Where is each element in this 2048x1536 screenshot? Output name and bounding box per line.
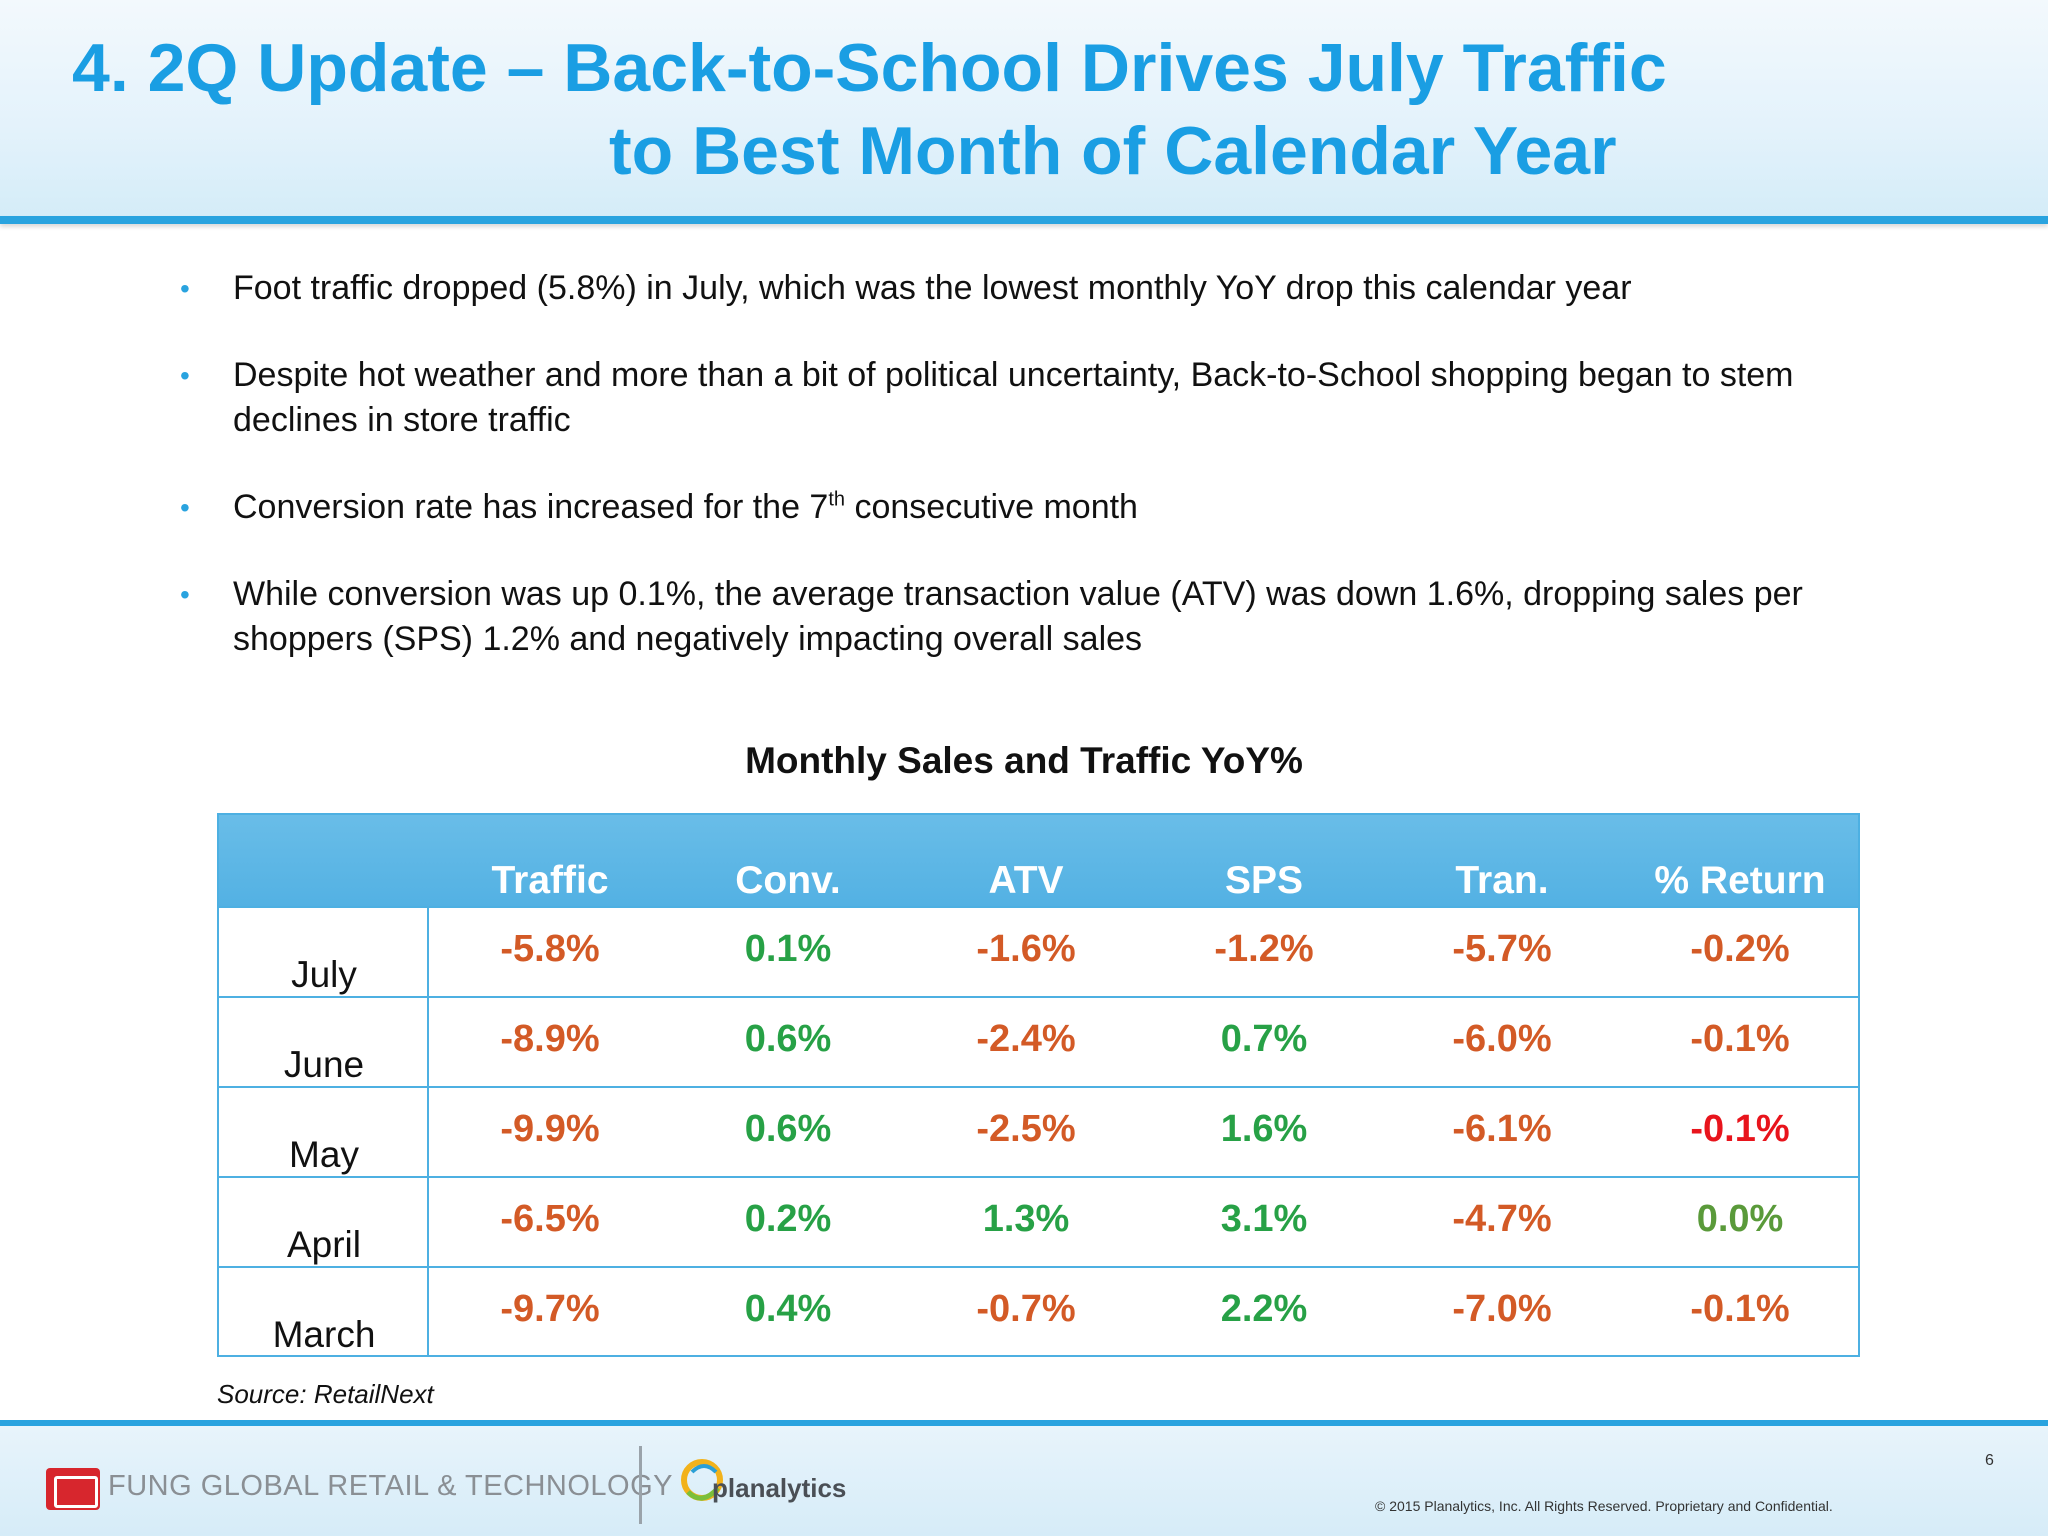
bullet-text: Foot traffic dropped (5.8%) in July, whi… (233, 269, 1632, 307)
row-label: March (272, 1314, 376, 1355)
header-divider (0, 216, 2048, 224)
table-cell: -7.0% (1452, 1288, 1552, 1330)
table-cell: 0.0% (1696, 1198, 1784, 1240)
table-cell: -6.1% (1452, 1108, 1552, 1150)
superscript-th: th (828, 488, 846, 511)
fung-company-name: FUNG GLOBAL RETAIL & TECHNOLOGY (108, 1470, 674, 1502)
table-cell: -9.7% (500, 1288, 600, 1330)
table-cell: -8.9% (500, 1018, 600, 1060)
table-cell: 3.1% (1220, 1198, 1308, 1240)
table-row: July -5.8% 0.1% -1.6% -1.2% -5.7% -0.2% (219, 906, 1858, 996)
table-cell: -0.1% (1690, 1108, 1790, 1150)
row-label: July (291, 954, 357, 995)
table-cell: 2.2% (1220, 1288, 1308, 1330)
table-row: April -6.5% 0.2% 1.3% 3.1% -4.7% 0.0% (219, 1176, 1858, 1266)
table-cell: 0.1% (744, 928, 832, 970)
bullet-text: Despite hot weather and more than a bit … (233, 356, 1794, 439)
header-band (0, 0, 2048, 218)
row-label: April (286, 1224, 362, 1265)
column-header: Traffic (491, 859, 609, 902)
row-label-cell: June (219, 998, 429, 1086)
row-label-cell: April (219, 1178, 429, 1266)
table-title: Monthly Sales and Traffic YoY% (745, 740, 1303, 781)
table-cell: 1.6% (1220, 1108, 1308, 1150)
bullet-dot-icon: • (180, 360, 190, 391)
table-cell: -2.4% (976, 1018, 1076, 1060)
table-cell: -1.2% (1214, 928, 1314, 970)
bullet-item: • Foot traffic dropped (5.8%) in July, w… (180, 266, 1880, 311)
column-header: Conv. (735, 859, 841, 902)
table-cell: 0.4% (744, 1288, 832, 1330)
table-cell: -5.8% (500, 928, 600, 970)
table-cell: -9.9% (500, 1108, 600, 1150)
table-header-row: Traffic Conv. ATV SPS Tran. % Return (219, 815, 1858, 906)
sales-traffic-table: Traffic Conv. ATV SPS Tran. % Return July -5.8… (217, 813, 1860, 1357)
column-header: ATV (988, 859, 1064, 902)
column-header: SPS (1224, 859, 1304, 902)
bullet-list: • Foot traffic dropped (5.8%) in July, w… (180, 266, 1880, 704)
table-cell: 0.6% (744, 1108, 832, 1150)
bullet-text: Conversion rate has increased for the 7t… (233, 488, 1138, 526)
bullet-dot-icon: • (180, 273, 190, 304)
row-label: June (283, 1044, 365, 1085)
table-cell: -4.7% (1452, 1198, 1552, 1240)
column-header: % Return (1654, 859, 1826, 902)
source-note: Source: RetailNext (217, 1379, 434, 1409)
table-cell: -6.0% (1452, 1018, 1552, 1060)
footer-divider-line (0, 1420, 2048, 1426)
fung-logo-icon (46, 1468, 100, 1510)
table-row: March -9.7% 0.4% -0.7% 2.2% -7.0% -0.1% (219, 1266, 1858, 1356)
column-header: Tran. (1455, 859, 1549, 902)
table-cell: 1.3% (982, 1198, 1070, 1240)
table-cell: -0.1% (1690, 1288, 1790, 1330)
table-cell: -5.7% (1452, 928, 1552, 970)
footer-band (0, 1424, 2048, 1536)
table-cell: 0.7% (1220, 1018, 1308, 1060)
planalytics-wordmark: planalytics (712, 1473, 847, 1503)
footer-logo-divider (639, 1446, 642, 1524)
bullet-item: • While conversion was up 0.1%, the aver… (180, 572, 1880, 662)
bullet-dot-icon: • (180, 492, 190, 523)
bullet-item: • Conversion rate has increased for the … (180, 485, 1880, 530)
slide-title-line-1: 4. 2Q Update – Back-to-School Drives Jul… (72, 30, 1667, 106)
table-cell: -0.1% (1690, 1018, 1790, 1060)
bullet-dot-icon: • (180, 579, 190, 610)
table-cell: 0.2% (744, 1198, 832, 1240)
bullet-text: While conversion was up 0.1%, the averag… (233, 575, 1803, 658)
bullet-item: • Despite hot weather and more than a bi… (180, 353, 1880, 443)
table-cell: -0.7% (976, 1288, 1076, 1330)
table-cell: -2.5% (976, 1108, 1076, 1150)
planalytics-swirl-icon (681, 1459, 723, 1501)
table-cell: 0.6% (744, 1018, 832, 1060)
table-row: May -9.9% 0.6% -2.5% 1.6% -6.1% -0.1% (219, 1086, 1858, 1176)
table-cell: -0.2% (1690, 928, 1790, 970)
copyright-notice: © 2015 Planalytics, Inc. All Rights Rese… (1375, 1498, 1833, 1514)
row-label-cell: March (219, 1268, 429, 1356)
page-number: 6 (1985, 1452, 1994, 1469)
slide-title-line-2: to Best Month of Calendar Year (609, 113, 1617, 189)
row-label-cell: May (219, 1088, 429, 1176)
table-cell: -1.6% (976, 928, 1076, 970)
row-label: May (289, 1134, 359, 1175)
row-label-cell: July (219, 908, 429, 996)
table-cell: -6.5% (500, 1198, 600, 1240)
table-row: June -8.9% 0.6% -2.4% 0.7% -6.0% -0.1% (219, 996, 1858, 1086)
